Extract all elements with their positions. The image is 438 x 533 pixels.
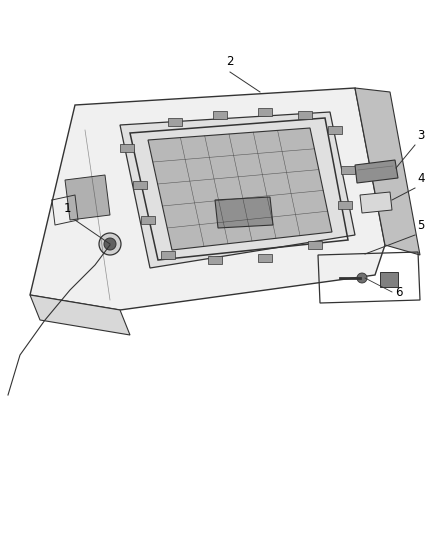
Polygon shape (258, 108, 272, 116)
Polygon shape (148, 128, 332, 250)
Polygon shape (168, 118, 182, 126)
Polygon shape (161, 251, 175, 259)
Polygon shape (213, 111, 227, 119)
Text: 5: 5 (417, 219, 424, 232)
Circle shape (99, 233, 121, 255)
Polygon shape (308, 241, 322, 249)
Polygon shape (298, 111, 312, 119)
Polygon shape (355, 88, 420, 255)
Circle shape (357, 273, 367, 283)
Text: 3: 3 (417, 129, 424, 142)
Polygon shape (258, 254, 272, 262)
Polygon shape (338, 201, 352, 209)
Polygon shape (141, 216, 155, 224)
Polygon shape (215, 197, 273, 228)
Polygon shape (360, 192, 392, 213)
Circle shape (104, 238, 116, 250)
Polygon shape (30, 88, 385, 310)
Text: 4: 4 (417, 172, 424, 185)
Polygon shape (120, 112, 355, 268)
Polygon shape (328, 126, 342, 134)
Text: 2: 2 (226, 55, 234, 68)
Text: 1: 1 (63, 202, 71, 215)
Polygon shape (30, 295, 130, 335)
Polygon shape (341, 166, 355, 174)
Polygon shape (355, 160, 398, 183)
Polygon shape (133, 181, 147, 189)
Polygon shape (380, 272, 398, 287)
Polygon shape (65, 175, 110, 220)
Polygon shape (208, 256, 222, 264)
Text: 6: 6 (395, 286, 403, 298)
Polygon shape (120, 144, 134, 152)
